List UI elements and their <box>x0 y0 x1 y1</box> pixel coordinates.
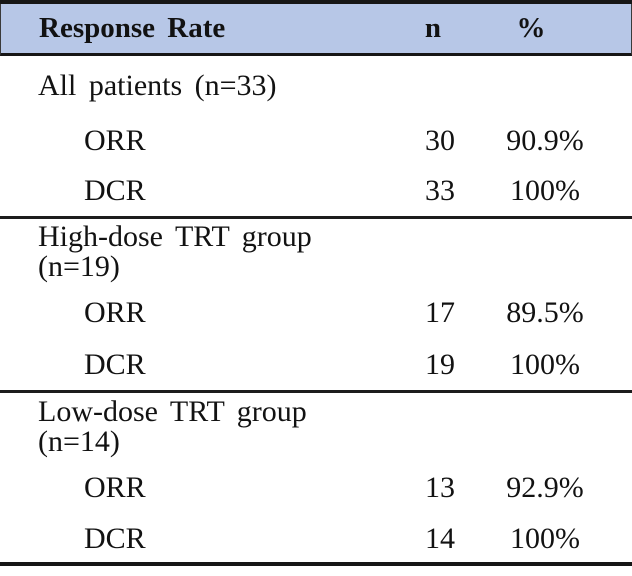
row-n-value: 19 <box>425 348 455 381</box>
row-label: DCR <box>84 521 146 555</box>
row-n-value: 14 <box>425 521 455 555</box>
row-label: DCR <box>84 348 146 381</box>
row-n-value: 33 <box>425 174 455 207</box>
table-row: DCR 33 100% <box>0 166 632 216</box>
row-pct-value: 100% <box>510 521 580 555</box>
section-divider <box>0 216 632 219</box>
row-n-value: 30 <box>425 124 455 157</box>
row-pct-value: 90.9% <box>506 124 584 157</box>
table-row: ORR 13 92.9% <box>0 460 632 515</box>
row-label: ORR <box>84 295 146 329</box>
group-label: Low-dose TRT group (n=14) <box>38 394 307 458</box>
row-n-value: 17 <box>425 295 455 329</box>
column-header-response-rate: Response Rate <box>39 12 226 44</box>
group-label: High-dose TRT group (n=19) <box>38 220 312 283</box>
table-row: DCR 19 100% <box>0 340 632 390</box>
section-group-row: All patients (n=33) <box>0 56 632 116</box>
table-top-border <box>0 0 632 4</box>
row-n-value: 13 <box>425 470 455 504</box>
table-row: ORR 17 89.5% <box>0 285 632 340</box>
row-label: ORR <box>84 124 146 157</box>
header-row: Response Rate n % <box>0 4 632 56</box>
column-header-percent: % <box>516 12 546 44</box>
section-group-row: Low-dose TRT group (n=14) <box>0 393 632 460</box>
section-divider <box>0 390 632 393</box>
row-pct-value: 92.9% <box>506 470 584 504</box>
row-pct-value: 100% <box>510 348 580 381</box>
table-row: ORR 30 90.9% <box>0 116 632 166</box>
table-bottom-border <box>0 562 632 566</box>
row-label: ORR <box>84 470 146 504</box>
row-pct-value: 89.5% <box>506 295 584 329</box>
column-header-n: n <box>424 12 442 44</box>
table-row: DCR 14 100% <box>0 515 632 562</box>
row-label: DCR <box>84 174 146 207</box>
section-group-row: High-dose TRT group (n=19) <box>0 219 632 285</box>
group-label: All patients (n=33) <box>38 69 277 102</box>
row-pct-value: 100% <box>510 174 580 207</box>
